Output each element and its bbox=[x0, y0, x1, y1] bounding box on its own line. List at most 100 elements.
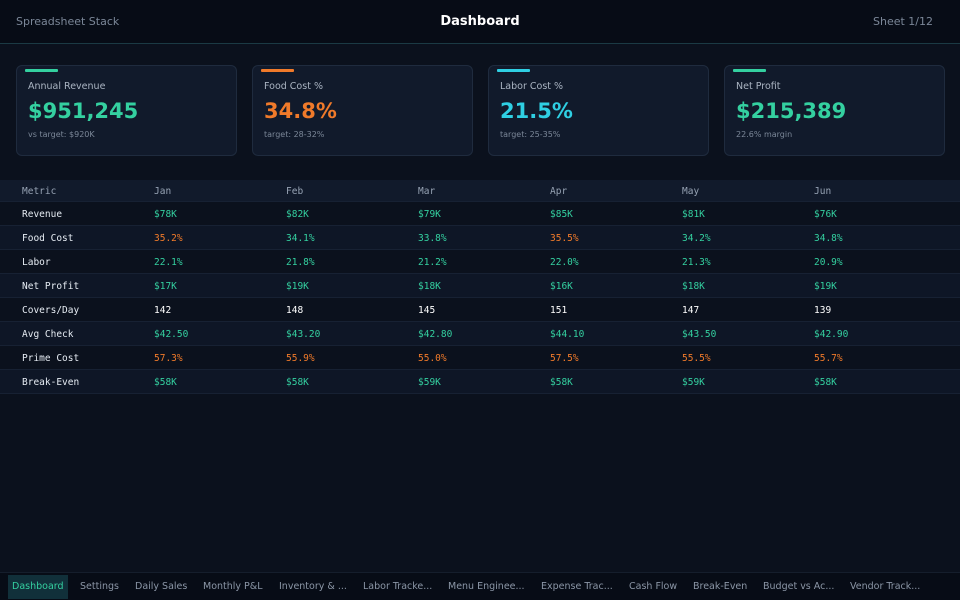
sheet-tab[interactable]: Inventory & ... bbox=[279, 581, 347, 592]
table-cell: $43.50 bbox=[682, 329, 717, 340]
sheet-tab[interactable]: Break-Even bbox=[693, 581, 748, 592]
table-cell: $17K bbox=[154, 281, 177, 292]
accent-bar bbox=[497, 69, 530, 72]
table-cell: 21.8% bbox=[286, 257, 315, 268]
row-label: Prime Cost bbox=[22, 353, 80, 364]
table-cell: $42.90 bbox=[814, 329, 849, 340]
kpi-note: target: 25-35% bbox=[500, 130, 561, 139]
row-label: Net Profit bbox=[22, 281, 80, 292]
table-cell: $85K bbox=[550, 209, 573, 220]
table-cell: 57.3% bbox=[154, 353, 183, 364]
sheet-indicator: Sheet 1/12 bbox=[872, 15, 933, 28]
table-cell: 34.2% bbox=[682, 233, 711, 244]
table-cell: $43.20 bbox=[286, 329, 321, 340]
column-header: Jun bbox=[814, 186, 832, 197]
table-cell: 34.8% bbox=[814, 233, 843, 244]
row-label: Food Cost bbox=[22, 233, 74, 244]
table-cell: $58K bbox=[286, 377, 309, 388]
sheet-tab[interactable]: Monthly P&L bbox=[203, 581, 263, 592]
table-cell: $78K bbox=[154, 209, 177, 220]
kpi-label: Net Profit bbox=[736, 81, 781, 92]
table-cell: $18K bbox=[682, 281, 705, 292]
table-cell: $42.80 bbox=[418, 329, 453, 340]
table-cell: 22.0% bbox=[550, 257, 579, 268]
header: Spreadsheet Stack Dashboard Sheet 1/12 bbox=[0, 0, 960, 44]
table-header: Metric Jan Feb Mar Apr May Jun bbox=[0, 180, 960, 202]
table-cell: $58K bbox=[814, 377, 837, 388]
table-cell: $76K bbox=[814, 209, 837, 220]
table-cell: $16K bbox=[550, 281, 573, 292]
table-cell: $79K bbox=[418, 209, 441, 220]
kpi-label: Food Cost % bbox=[264, 81, 323, 92]
table-row: Prime Cost 57.3% 55.9% 55.0% 57.5% 55.5% 55.7% bbox=[0, 346, 960, 370]
column-header: Feb bbox=[286, 186, 304, 197]
sheet-tab[interactable]: Daily Sales bbox=[135, 581, 188, 592]
column-header: May bbox=[682, 186, 700, 197]
kpi-card: Food Cost % 34.8% target: 28-32% bbox=[252, 65, 473, 156]
table-cell: 21.3% bbox=[682, 257, 711, 268]
kpi-card: Annual Revenue $951,245 vs target: $920K bbox=[16, 65, 237, 156]
sheet-tab[interactable]: Labor Tracke... bbox=[363, 581, 433, 592]
table-cell: $59K bbox=[682, 377, 705, 388]
sheet-tabs: Dashboard Settings Daily Sales Monthly P&L I… bbox=[0, 572, 960, 600]
table-row: Covers/Day 142 148 145 151 147 139 bbox=[0, 298, 960, 322]
sheet-tab[interactable]: Settings bbox=[80, 581, 119, 592]
table-cell: 55.7% bbox=[814, 353, 843, 364]
table-cell: 55.0% bbox=[418, 353, 447, 364]
table-cell: 21.2% bbox=[418, 257, 447, 268]
kpi-note: 22.6% margin bbox=[736, 130, 793, 139]
table-row: Revenue $78K $82K $79K $85K $81K $76K bbox=[0, 202, 960, 226]
kpi-value: $215,389 bbox=[736, 99, 847, 123]
table-cell: $58K bbox=[550, 377, 573, 388]
table-cell: $42.50 bbox=[154, 329, 189, 340]
table-cell: $44.10 bbox=[550, 329, 585, 340]
sheet-tab[interactable]: Dashboard bbox=[8, 575, 68, 599]
table-row: Avg Check $42.50 $43.20 $42.80 $44.10 $43.50 $… bbox=[0, 322, 960, 346]
sheet-tab[interactable]: Menu Enginee... bbox=[448, 581, 525, 592]
table-cell: 20.9% bbox=[814, 257, 843, 268]
kpi-note: target: 28-32% bbox=[264, 130, 325, 139]
kpi-card: Net Profit $215,389 22.6% margin bbox=[724, 65, 945, 156]
accent-bar bbox=[261, 69, 294, 72]
kpi-label: Annual Revenue bbox=[28, 81, 106, 92]
table-cell: 22.1% bbox=[154, 257, 183, 268]
kpi-value: 21.5% bbox=[500, 99, 573, 123]
table-cell: $58K bbox=[154, 377, 177, 388]
kpi-note: vs target: $920K bbox=[28, 130, 95, 139]
brand: Spreadsheet Stack bbox=[16, 15, 120, 28]
kpi-label: Labor Cost % bbox=[500, 81, 564, 92]
row-label: Break-Even bbox=[22, 377, 80, 388]
table-row: Food Cost 35.2% 34.1% 33.8% 35.5% 34.2% 34.8% bbox=[0, 226, 960, 250]
row-label: Covers/Day bbox=[22, 305, 80, 316]
sheet-tab[interactable]: Budget vs Ac... bbox=[763, 581, 835, 592]
table-cell: 57.5% bbox=[550, 353, 579, 364]
table-row: Break-Even $58K $58K $59K $58K $59K $58K bbox=[0, 370, 960, 394]
row-label: Avg Check bbox=[22, 329, 74, 340]
table-cell: 34.1% bbox=[286, 233, 315, 244]
sheet-tab[interactable]: Expense Trac... bbox=[541, 581, 613, 592]
accent-bar bbox=[25, 69, 58, 72]
table-cell: 148 bbox=[286, 305, 304, 316]
column-header: Mar bbox=[418, 186, 436, 197]
table-cell: 55.9% bbox=[286, 353, 315, 364]
table-cell: 139 bbox=[814, 305, 832, 316]
kpi-value: 34.8% bbox=[264, 99, 337, 123]
table-cell: 35.2% bbox=[154, 233, 183, 244]
kpi-card: Labor Cost % 21.5% target: 25-35% bbox=[488, 65, 709, 156]
table-cell: $82K bbox=[286, 209, 309, 220]
sheet-tab[interactable]: Vendor Track... bbox=[850, 581, 921, 592]
column-header: Apr bbox=[550, 186, 568, 197]
table-cell: 151 bbox=[550, 305, 568, 316]
table-row: Labor 22.1% 21.8% 21.2% 22.0% 21.3% 20.9% bbox=[0, 250, 960, 274]
table-cell: 145 bbox=[418, 305, 436, 316]
table-cell: 142 bbox=[154, 305, 172, 316]
sheet-tab[interactable]: Cash Flow bbox=[629, 581, 678, 592]
row-label: Labor bbox=[22, 257, 51, 268]
table-cell: $81K bbox=[682, 209, 705, 220]
table-cell: $19K bbox=[286, 281, 309, 292]
table-cell: $19K bbox=[814, 281, 837, 292]
column-header: Metric bbox=[22, 186, 57, 197]
table-cell: $59K bbox=[418, 377, 441, 388]
table-cell: 33.8% bbox=[418, 233, 447, 244]
